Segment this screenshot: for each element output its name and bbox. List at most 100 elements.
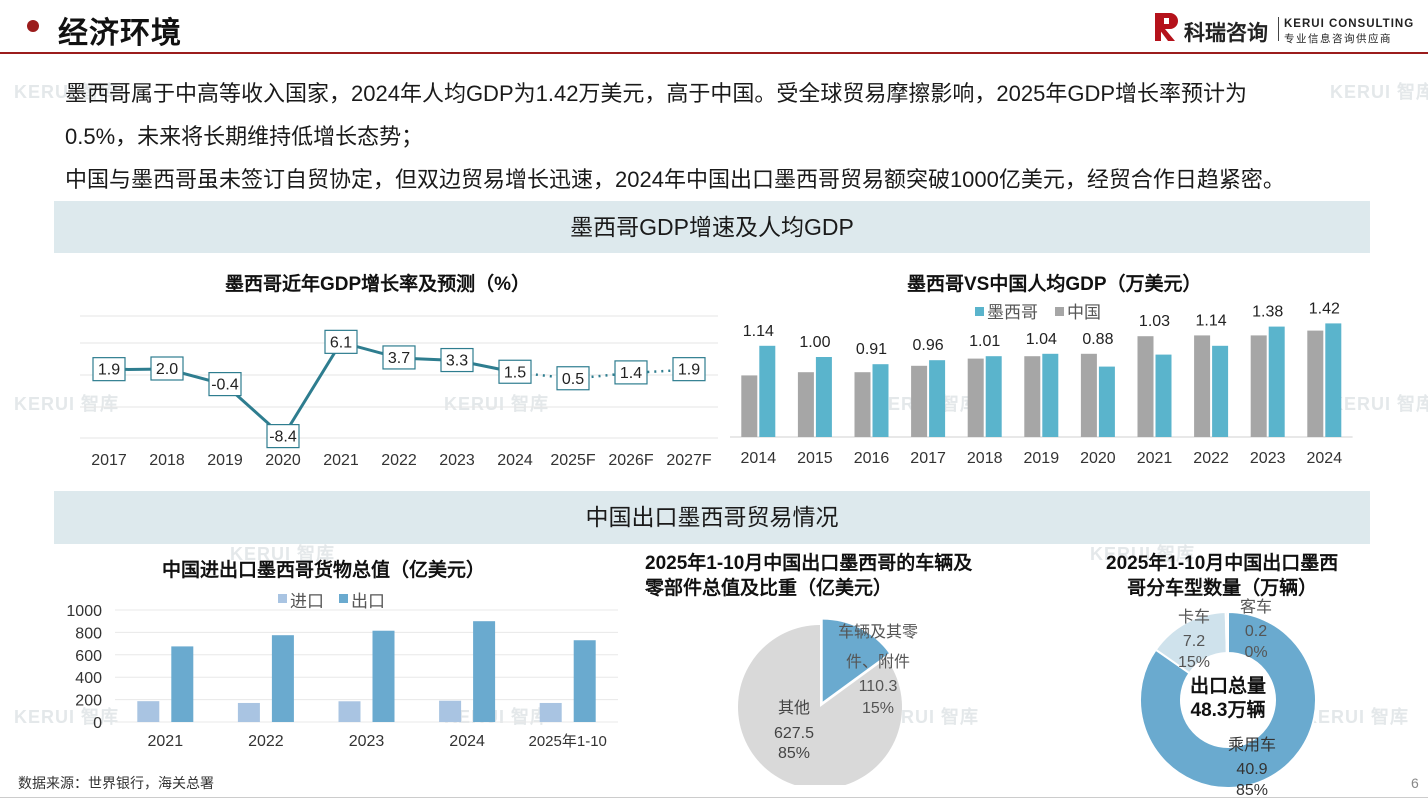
data-label-box <box>440 347 474 373</box>
data-label: 2.0 <box>150 356 184 381</box>
bar-import <box>539 702 562 722</box>
logo-divider <box>1278 17 1279 41</box>
x-tick-label: 2020 <box>1080 450 1116 467</box>
data-label-text: 0.5 <box>562 371 584 388</box>
bar-china <box>1307 330 1324 437</box>
chart-title-vehicle-share: 2025年1-10月中国出口墨西哥的车辆及 零部件总值及比重（亿美元） <box>645 553 973 599</box>
bar-china <box>911 365 928 437</box>
data-label: 1.01 <box>969 333 1000 350</box>
legend-label: 中国 <box>1067 303 1101 322</box>
bar-china <box>1250 335 1267 437</box>
data-label: 1.14 <box>1196 312 1227 329</box>
data-label-box <box>556 366 590 391</box>
x-tick-label: 2019 <box>1024 450 1060 467</box>
x-tick-label: 2022 <box>381 452 417 469</box>
intro-paragraph-1: 墨西哥属于中高等收入国家，2024年人均GDP为1.42万美元，高于中国。受全球… <box>65 81 1248 106</box>
data-label: -0.4 <box>208 371 242 397</box>
y-tick-label: 600 <box>75 648 102 665</box>
intro-paragraph-1-cont: 0.5%，未来将长期维持低增长态势； <box>65 124 424 149</box>
data-label-box <box>614 360 648 385</box>
bar-import <box>439 700 462 722</box>
x-tick-label: 2025F <box>550 452 596 469</box>
bar-export <box>473 621 496 722</box>
slice-value: 110.3 <box>859 678 898 695</box>
gdp-growth-forecast-line <box>514 368 690 381</box>
bar-export <box>171 646 194 722</box>
section-header-trade: 中国出口墨西哥贸易情况 <box>54 491 1370 544</box>
watermark: KERUI 智库 <box>1090 544 1196 564</box>
x-tick-label: 2024 <box>449 733 485 750</box>
bar-mexico <box>872 364 889 437</box>
data-label-text: 2.0 <box>156 361 178 378</box>
data-label: 1.38 <box>1252 304 1283 321</box>
x-tick-label: 2016 <box>854 450 890 467</box>
x-tick-label: 2019 <box>207 452 243 469</box>
y-tick-label: 400 <box>75 670 102 687</box>
bar-mexico <box>1098 366 1115 437</box>
data-label: 1.00 <box>799 334 830 351</box>
legend-swatch-import <box>278 594 287 603</box>
page-number: 6 <box>1411 775 1419 791</box>
data-label: 3.7 <box>382 345 416 370</box>
bar-import <box>137 701 160 722</box>
data-label: 1.5 <box>498 359 532 384</box>
pie-slice-other <box>738 625 902 785</box>
logo-subtitle: 专业信息咨询供应商 <box>1284 33 1392 45</box>
data-label: 0.88 <box>1082 331 1113 348</box>
page-title: 经济环境 <box>58 17 182 50</box>
data-label-text: 1.9 <box>98 362 120 379</box>
data-label: 1.03 <box>1139 313 1170 330</box>
bar-export <box>372 630 395 722</box>
watermark: KERUI 智库 <box>1330 394 1428 414</box>
slice-value: 0.2 <box>1245 623 1267 640</box>
trade-value-chart: 进口 出口 0 200 400 600 800 1000 2021 2022 2023 2024 202… <box>66 592 618 750</box>
x-tick-label: 2026F <box>608 452 654 469</box>
data-label: 1.42 <box>1309 300 1340 317</box>
legend-swatch-china <box>1055 307 1064 316</box>
data-label-box <box>92 357 126 382</box>
data-label-text: 3.7 <box>388 350 410 367</box>
chart-title-gdp-growth: 墨西哥近年GDP增长率及预测（%） <box>225 274 531 295</box>
donut-slice-bus <box>1224 610 1229 655</box>
donut-center-label: 出口总量 <box>1190 674 1266 697</box>
watermark: KERUI 智库 <box>444 394 550 414</box>
bar-china <box>854 372 871 437</box>
x-tick-label: 2021 <box>1137 450 1173 467</box>
intro-paragraph-2: 中国与墨西哥虽未签订自贸协定，但双边贸易增长迅速，2024年中国出口墨西哥贸易额… <box>65 167 1285 192</box>
x-tick-label: 2021 <box>323 452 359 469</box>
y-tick-label: 1000 <box>66 603 102 620</box>
data-label: 0.5 <box>556 366 590 391</box>
donut-slice-car <box>1139 610 1317 789</box>
slice-percent: 15% <box>1178 654 1210 671</box>
gdp-per-capita-chart: 墨西哥 中国 1.14 2014 1.00 2015 0.91 2016 0.96 2017 1.0… <box>730 300 1353 467</box>
slice-value: 40.9 <box>1236 761 1267 778</box>
data-label-box <box>324 329 358 354</box>
bar-mexico <box>1155 354 1172 437</box>
slice-percent: 85% <box>778 745 810 762</box>
data-label-text: 6.1 <box>330 334 352 351</box>
x-tick-label: 2022 <box>1193 450 1229 467</box>
data-label-box <box>672 357 706 382</box>
data-label: 1.9 <box>92 357 126 382</box>
pie-slice-vehicles <box>822 619 889 702</box>
bar-import <box>338 701 361 722</box>
x-tick-label: 2025年1-10 <box>528 733 606 750</box>
bar-mexico <box>815 357 832 437</box>
slice-percent: 85% <box>1236 782 1268 799</box>
x-tick-label: 2020 <box>265 452 301 469</box>
x-tick-label: 2023 <box>439 452 475 469</box>
data-label-box <box>266 423 300 449</box>
watermark: KERUI 智库 <box>230 544 336 564</box>
data-label-text: 1.5 <box>504 364 526 381</box>
chart-title-vehicle-types: 2025年1-10月中国出口墨西 哥分车型数量（万辆） <box>1106 553 1339 599</box>
x-tick-label: 2024 <box>1307 450 1343 467</box>
bar-mexico <box>929 360 946 437</box>
watermark: KERUI 智库 <box>14 707 120 727</box>
legend-swatch-mexico <box>975 307 984 316</box>
data-source: 数据来源：世界银行，海关总署 <box>18 775 214 791</box>
logo-en: KERUI CONSULTING <box>1284 18 1415 30</box>
x-tick-label: 2024 <box>497 452 533 469</box>
y-tick-label: 0 <box>93 715 102 732</box>
bar-mexico <box>985 356 1002 437</box>
legend: 进口 出口 <box>278 592 385 611</box>
